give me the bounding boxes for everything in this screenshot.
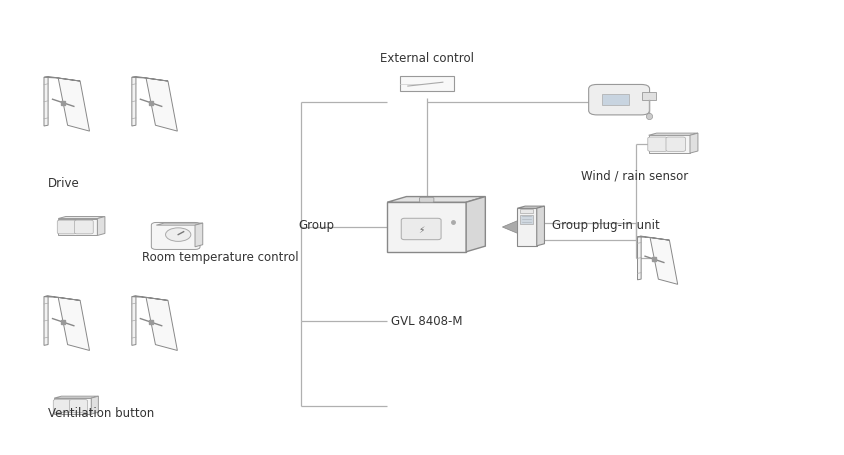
Polygon shape (649, 238, 677, 285)
FancyBboxPatch shape (588, 85, 649, 116)
FancyBboxPatch shape (419, 198, 433, 203)
FancyBboxPatch shape (53, 399, 71, 413)
Polygon shape (44, 296, 48, 346)
Polygon shape (146, 298, 177, 351)
FancyBboxPatch shape (647, 138, 667, 152)
Polygon shape (648, 136, 690, 154)
FancyBboxPatch shape (69, 399, 88, 413)
Polygon shape (44, 77, 48, 127)
Polygon shape (132, 77, 136, 127)
Text: Drive: Drive (47, 177, 79, 189)
FancyBboxPatch shape (401, 219, 441, 240)
Polygon shape (636, 237, 668, 241)
Bar (641, 93, 656, 101)
Polygon shape (54, 398, 91, 414)
Polygon shape (517, 207, 544, 209)
Polygon shape (690, 134, 697, 154)
Text: ⚡: ⚡ (418, 225, 424, 234)
Bar (399, 77, 453, 92)
Bar (519, 209, 533, 213)
Polygon shape (44, 77, 80, 82)
Polygon shape (387, 203, 466, 252)
Text: Room temperature control: Room temperature control (142, 250, 299, 263)
Polygon shape (132, 296, 168, 301)
Polygon shape (146, 79, 177, 132)
Text: External control: External control (379, 51, 473, 65)
Text: Group plug-in unit: Group plug-in unit (551, 219, 659, 232)
Polygon shape (466, 197, 484, 252)
Polygon shape (502, 221, 517, 234)
Polygon shape (195, 223, 203, 247)
Polygon shape (91, 396, 98, 414)
Polygon shape (58, 219, 97, 236)
FancyBboxPatch shape (74, 221, 93, 234)
Polygon shape (44, 296, 80, 301)
Circle shape (165, 228, 191, 242)
FancyBboxPatch shape (665, 138, 684, 152)
Polygon shape (517, 209, 536, 246)
Polygon shape (156, 223, 203, 226)
Text: Group: Group (298, 219, 334, 232)
Polygon shape (58, 217, 105, 219)
FancyBboxPatch shape (57, 221, 76, 234)
Polygon shape (58, 298, 89, 351)
Bar (519, 215, 533, 224)
Polygon shape (387, 197, 484, 203)
Polygon shape (648, 134, 697, 136)
Polygon shape (97, 217, 105, 236)
Polygon shape (636, 237, 641, 280)
Text: GVL 8408-M: GVL 8408-M (391, 314, 462, 328)
Polygon shape (132, 77, 168, 82)
Polygon shape (132, 296, 136, 346)
Polygon shape (54, 396, 98, 398)
Text: Ventilation button: Ventilation button (47, 406, 154, 420)
Text: Wind / rain sensor: Wind / rain sensor (581, 169, 688, 182)
Polygon shape (536, 207, 544, 246)
Polygon shape (58, 79, 89, 132)
FancyBboxPatch shape (151, 223, 200, 250)
Bar (602, 95, 628, 106)
